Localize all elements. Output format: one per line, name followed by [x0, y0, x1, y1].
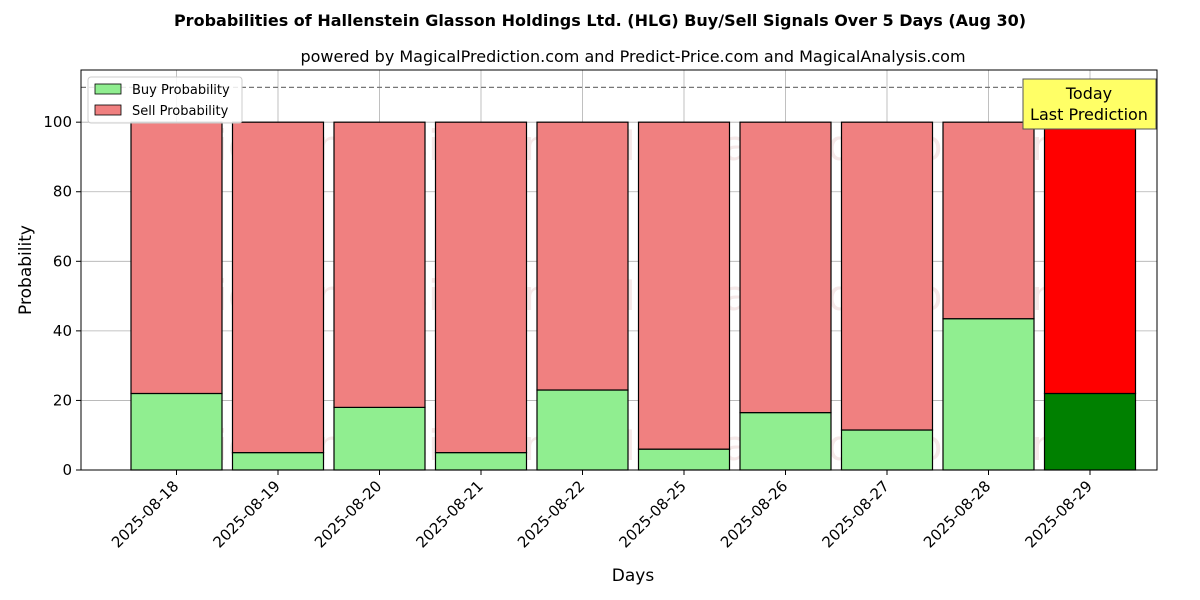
legend-label-buy: Buy Probability [132, 83, 230, 98]
bar-buy-2025-08-22 [536, 389, 629, 471]
bar-sell-2025-08-26 [739, 121, 832, 414]
today-annotation-line1: Today [1065, 84, 1112, 103]
bar-buy-2025-08-19 [231, 452, 325, 471]
y-tick-label: 80 [53, 183, 72, 201]
x-tick-label: 2025-08-22 [514, 477, 588, 551]
x-tick-label: 2025-08-25 [615, 477, 689, 551]
today-annotation-box [1022, 78, 1157, 130]
legend-label-sell: Sell Probability [132, 104, 229, 119]
bar-sell-2025-08-20 [333, 121, 426, 408]
y-tick-label: 60 [53, 252, 72, 270]
legend-swatch-buy [94, 83, 122, 95]
bar-sell-2025-08-22 [536, 121, 629, 391]
bar-sell-2025-08-29 [1043, 121, 1137, 395]
plot-frame [80, 69, 1158, 471]
y-tick-label: 20 [53, 391, 72, 409]
bar-sell-2025-08-27 [840, 121, 934, 431]
bar-sell-2025-08-28 [942, 121, 1035, 320]
y-axis: 0 20 40 60 80 100 [43, 113, 81, 479]
legend-swatch-sell [94, 104, 122, 116]
bar-buy-2025-08-25 [637, 448, 731, 471]
legend: Buy Probability Sell Probability [87, 76, 243, 124]
bars-layer [130, 121, 1137, 471]
bar-buy-2025-08-21 [434, 452, 528, 471]
bar-sell-2025-08-18 [130, 121, 223, 395]
x-tick-label: 2025-08-18 [108, 477, 182, 551]
y-tick-label: 0 [62, 461, 72, 479]
x-tick-label: 2025-08-21 [412, 477, 486, 551]
x-tick-label: 2025-08-28 [920, 477, 994, 551]
bar-sell-2025-08-19 [231, 121, 325, 454]
today-annotation-line2: Last Prediction [1030, 105, 1148, 124]
x-tick-label: 2025-08-27 [818, 477, 892, 551]
y-tick-label: 40 [53, 322, 72, 340]
x-axis-label: Days [612, 566, 655, 586]
y-tick-label: 100 [43, 113, 72, 131]
bar-buy-2025-08-27 [840, 429, 934, 471]
chart-subtitle: powered by MagicalPrediction.com and Pre… [300, 47, 965, 66]
bar-sell-2025-08-21 [434, 121, 528, 454]
bar-sell-2025-08-25 [637, 121, 731, 450]
y-axis-label: Probability [16, 225, 36, 315]
bar-buy-2025-08-18 [130, 392, 223, 471]
bar-buy-2025-08-20 [333, 406, 426, 471]
legend-box [87, 76, 243, 124]
bar-buy-2025-08-29 [1043, 392, 1137, 471]
bar-buy-2025-08-28 [942, 318, 1035, 471]
x-axis: 2025-08-18 2025-08-19 2025-08-20 2025-08-21… [108, 470, 1096, 551]
chart-title: Probabilities of Hallenstein Glasson Hol… [174, 11, 1026, 30]
today-annotation: Today Last Prediction [1022, 78, 1157, 130]
bar-buy-2025-08-26 [739, 412, 832, 471]
x-tick-label: 2025-08-20 [311, 477, 385, 551]
x-tick-label: 2025-08-26 [717, 477, 791, 551]
x-tick-label: 2025-08-19 [209, 477, 283, 551]
x-tick-label: 2025-08-29 [1021, 477, 1095, 551]
